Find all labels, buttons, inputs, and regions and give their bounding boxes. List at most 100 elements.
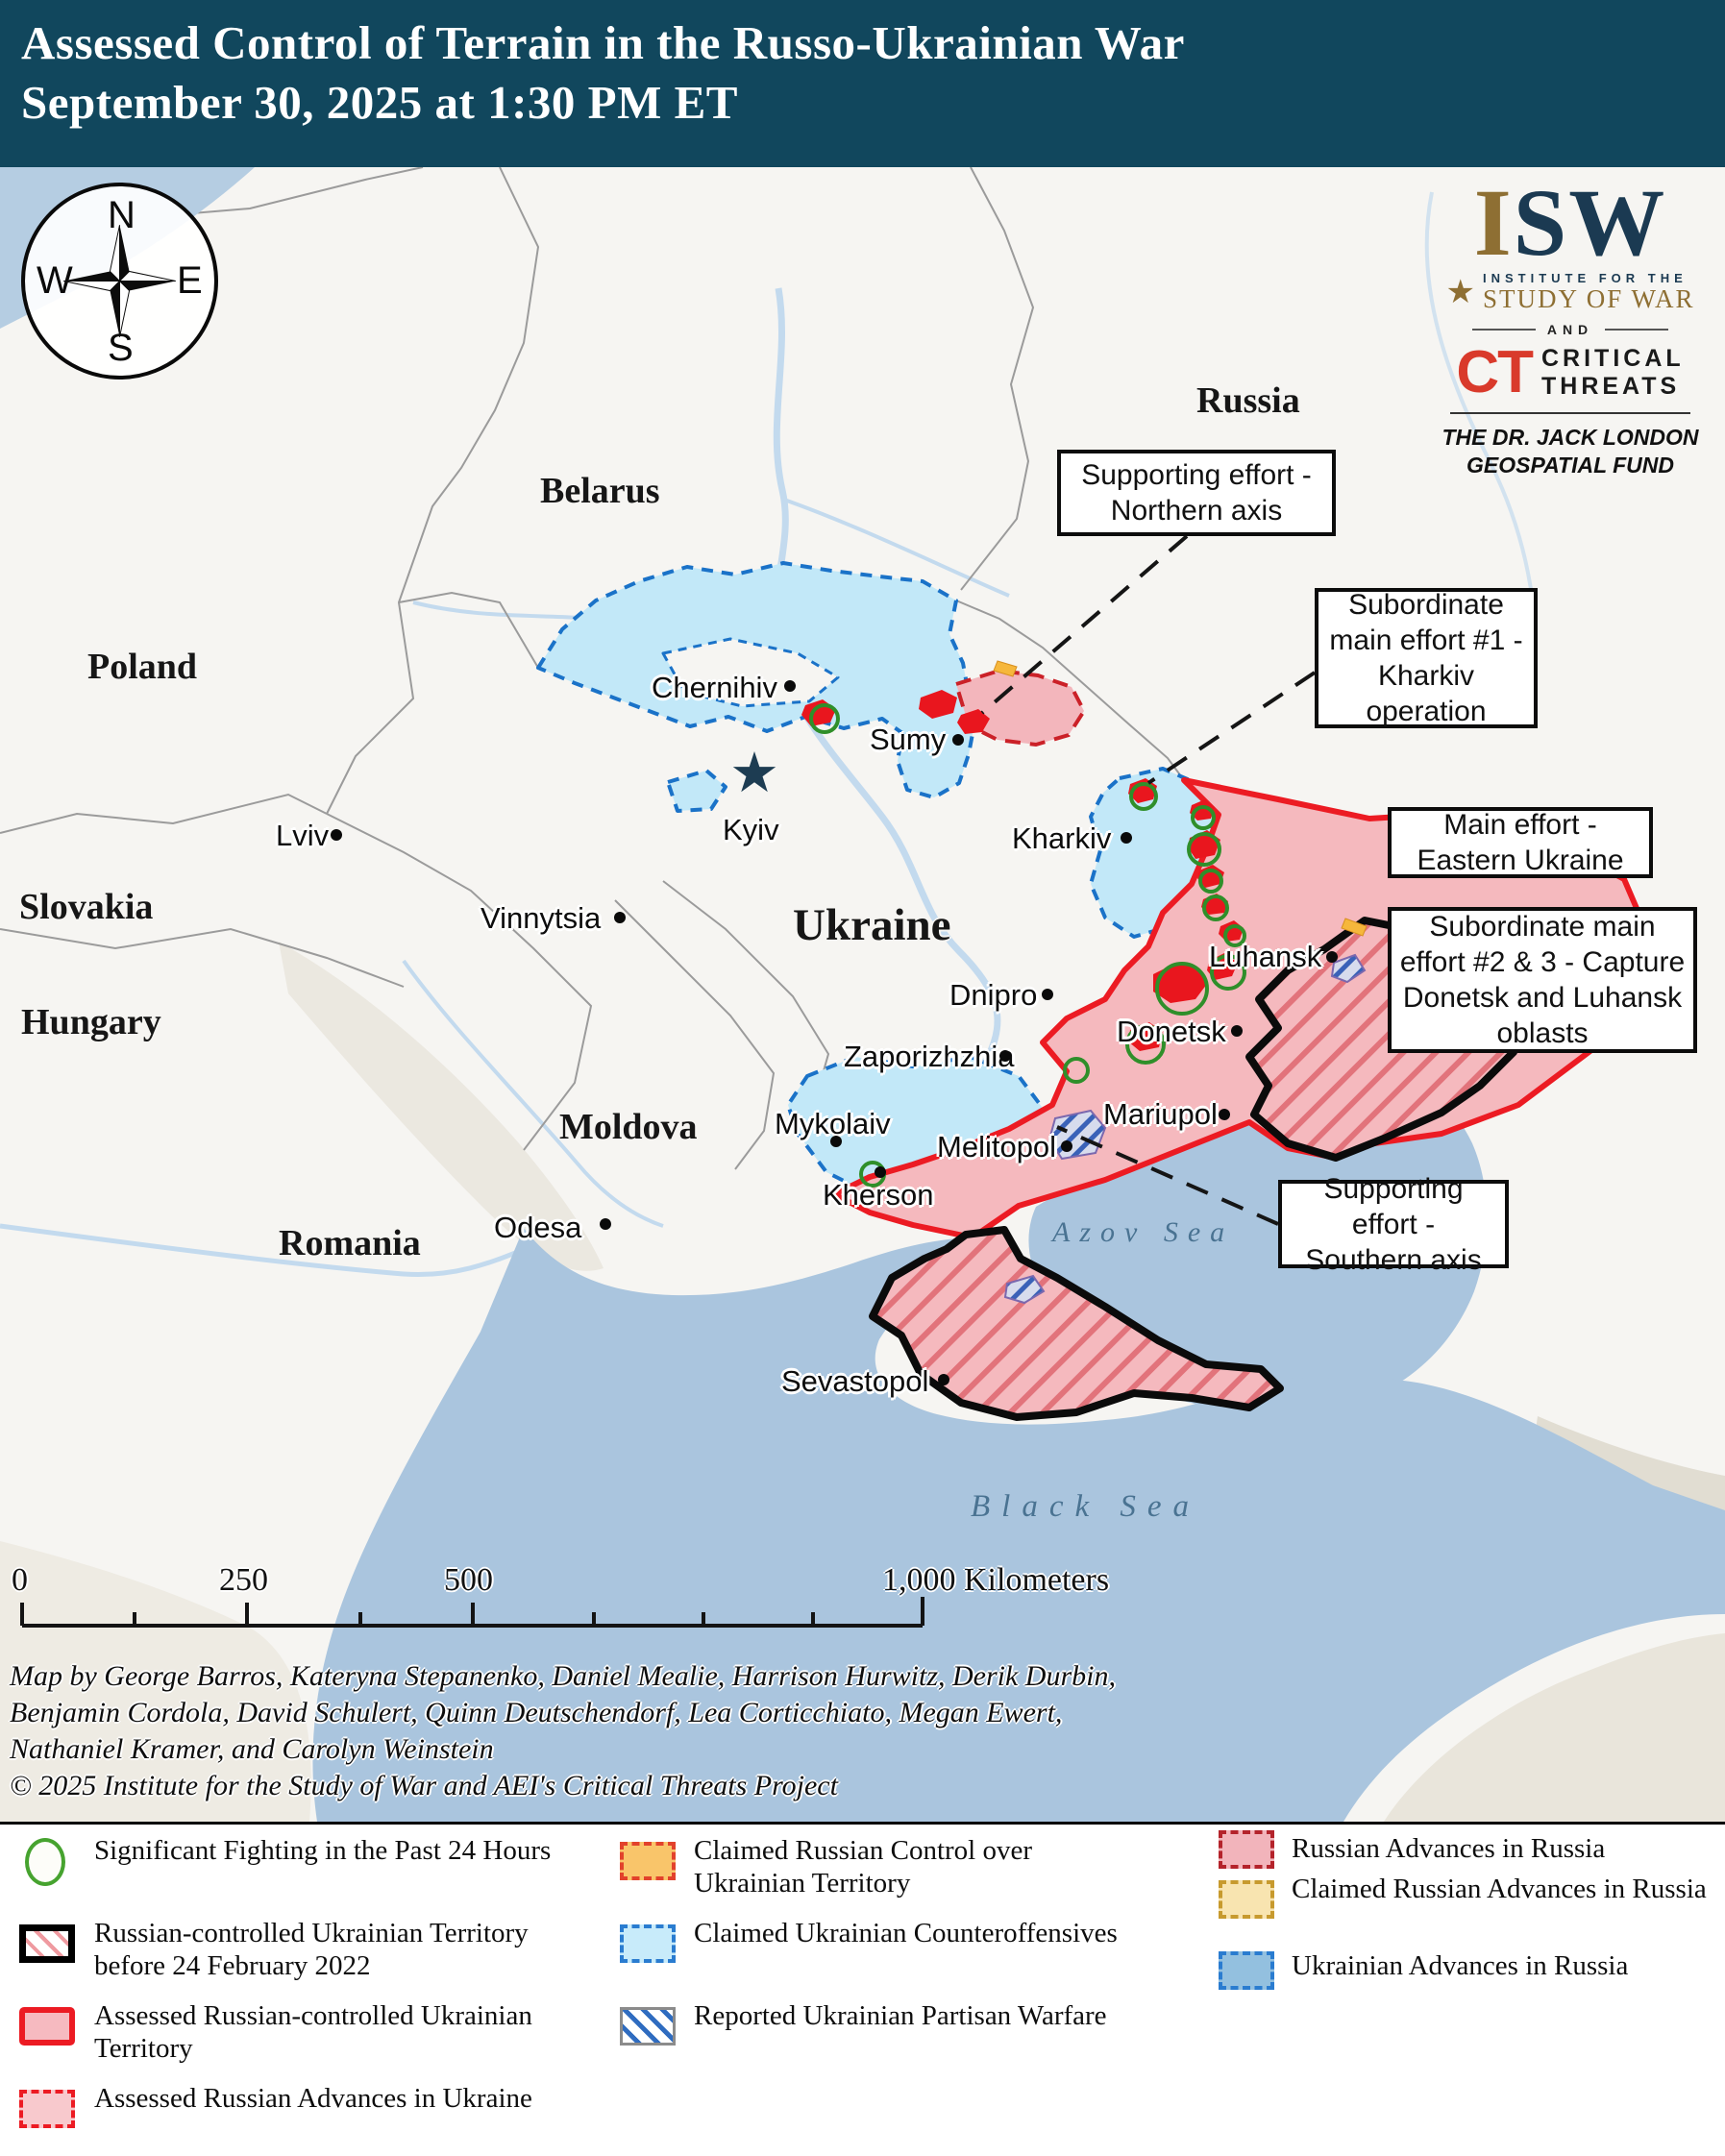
isw-ct-logo: ISW ★ INSTITUTE FOR THE STUDY OF WAR AND… — [1420, 175, 1720, 479]
compass-east-label: E — [177, 259, 203, 302]
black-sea — [312, 1228, 1725, 1822]
city-dot-sumy — [952, 734, 964, 746]
legend-label-pre-2022-territory: Russian-controlled Ukrainian Territory b… — [94, 1918, 529, 1981]
black-sea-label: Black Sea — [971, 1489, 1201, 1524]
city-label-sevastopol: Sevastopol — [781, 1364, 929, 1398]
city-dot-lviv — [331, 829, 342, 841]
compass-star-icon — [63, 225, 176, 337]
city-dot-kherson — [875, 1166, 886, 1178]
legend-swatch-assessed-russian-controlled — [19, 2007, 75, 2046]
legend-swatch-claimed-russian-advances-russia — [1219, 1880, 1274, 1919]
leader-kharkiv-operation — [1146, 671, 1317, 785]
legend-label-ukrainian-advances-russia: Ukrainian Advances in Russia — [1292, 1950, 1629, 1981]
legend-label-significant-fighting: Significant Fighting in the Past 24 Hour… — [94, 1835, 552, 1866]
city-label-kyiv: Kyiv — [723, 813, 779, 846]
map-title: Assessed Control of Terrain in the Russo… — [21, 16, 1185, 69]
country-label-slovakia: Slovakia — [19, 887, 154, 927]
and-line-left — [1471, 329, 1536, 331]
isw-study-of-war-label: STUDY OF WAR — [1482, 284, 1695, 313]
city-label-dnipro: Dnipro — [949, 978, 1038, 1012]
city-dot-dnipro — [1042, 989, 1053, 1000]
fund-line1: THE DR. JACK LONDON — [1442, 425, 1699, 450]
city-dot-luhansk — [1326, 951, 1338, 963]
isw-logo-i: I — [1473, 169, 1514, 276]
and-divider: AND — [1420, 322, 1720, 337]
azov-sea-label: Azov Sea — [1052, 1216, 1235, 1248]
map-artwork — [0, 167, 1725, 1822]
scale-tick-250: 250 — [219, 1562, 268, 1598]
isw-logo-text: ISW — [1420, 175, 1720, 271]
partisan-warfare-marks — [1003, 953, 1367, 1305]
isw-subtitle-row: ★ INSTITUTE FOR THE STUDY OF WAR — [1420, 271, 1720, 312]
map-canvas: N E S W ISW ★ INSTITUTE FOR THE STUDY OF… — [0, 167, 1725, 1822]
city-dot-sevastopol — [938, 1374, 949, 1385]
city-dot-melitopol — [1061, 1140, 1072, 1152]
city-label-lviv: Lviv — [276, 819, 330, 852]
isw-logo-sw: SW — [1513, 169, 1667, 276]
legend-swatch-claimed-ukrainian-counteroffensives — [620, 1924, 676, 1963]
desna-river — [783, 498, 1010, 598]
legend-label-russian-advances-russia: Russian Advances in Russia — [1292, 1833, 1606, 1864]
legend-swatch-partisan-warfare — [620, 2007, 676, 2046]
city-dot-zaporizhzhia — [999, 1050, 1011, 1062]
carpathian-mountains — [279, 942, 604, 1271]
city-label-vinnytsia: Vinnytsia — [481, 901, 602, 935]
legend-swatch-russian-advances-ukraine — [19, 2090, 75, 2128]
city-label-luhansk: Luhansk — [1209, 940, 1322, 973]
ct-monogram: CT — [1456, 339, 1534, 405]
legend-label-russian-advances-ukraine: Assessed Russian Advances in Ukraine — [94, 2083, 532, 2114]
callout-leader-lines — [980, 534, 1317, 1226]
isw-star-icon: ★ — [1445, 273, 1475, 310]
leader-northern-axis — [980, 534, 1189, 715]
legend-swatch-significant-fighting — [25, 1838, 65, 1886]
city-dot-kharkiv — [1121, 832, 1132, 844]
city-label-melitopol: Melitopol — [937, 1130, 1057, 1164]
scale-bar — [20, 1597, 924, 1628]
credits-line2: Benjamin Cordola, David Schulert, Quinn … — [10, 1697, 1063, 1728]
city-dot-vinnytsia — [614, 912, 626, 923]
kyiv-capital-star-icon: ★ — [729, 742, 779, 804]
city-label-odesa: Odesa — [494, 1211, 582, 1244]
and-label: AND — [1546, 322, 1594, 337]
scale-tick-500: 500 — [444, 1562, 493, 1598]
callout-northern-axis: Supporting effort - Northern axis — [1057, 450, 1336, 536]
danube-river — [0, 1223, 535, 1278]
legend-label-claimed-russian-control: Claimed Russian Control over Ukrainian T… — [694, 1835, 1032, 1899]
city-dot-donetsk — [1231, 1025, 1243, 1037]
legend-label-partisan-warfare: Reported Ukrainian Partisan Warfare — [694, 2000, 1107, 2031]
city-label-chernihiv: Chernihiv — [652, 671, 777, 704]
country-label-russia: Russia — [1196, 380, 1300, 421]
caucasus-mountains — [1534, 1416, 1725, 1512]
city-label-mykolaiv: Mykolaiv — [775, 1107, 891, 1140]
city-label-zaporizhzhia: Zaporizhzhia — [844, 1040, 1015, 1073]
anatolia-caucasus-land — [1384, 1633, 1725, 1822]
legend-label-claimed-russian-advances-russia: Claimed Russian Advances in Russia — [1292, 1874, 1707, 1904]
map-legend: Significant Fighting in the Past 24 Hour… — [0, 1822, 1725, 2156]
city-label-kharkiv: Kharkiv — [1012, 821, 1112, 855]
city-dot-chernihiv — [784, 680, 796, 692]
country-label-hungary: Hungary — [21, 1002, 161, 1042]
country-label-poland: Poland — [87, 647, 198, 687]
critical-threats-logo: CT CRITICAL THREATS — [1420, 339, 1720, 405]
scale-tick-0: 0 — [12, 1562, 28, 1598]
country-label-belarus: Belarus — [540, 471, 660, 511]
counteroffensive-kyiv-west — [666, 769, 727, 813]
rivers — [0, 191, 1538, 1278]
legend-label-claimed-ukrainian-counteroffensives: Claimed Ukrainian Counteroffensives — [694, 1918, 1118, 1948]
legend-label-assessed-russian-controlled: Assessed Russian-controlled Ukrainian Te… — [94, 2000, 532, 2064]
credits-line3: Nathaniel Kramer, and Carolyn Weinstein — [10, 1733, 494, 1765]
credits-line1: Map by George Barros, Kateryna Stepanenk… — [10, 1660, 1116, 1692]
callout-southern-axis: Supporting effort - Southern axis — [1278, 1173, 1509, 1276]
city-dot-mykolaiv — [830, 1136, 842, 1147]
map-date: September 30, 2025 at 1:30 PM ET — [21, 76, 738, 129]
dniester-river — [402, 959, 664, 1228]
callout-capture-donetsk-luhansk: Subordinate main effort #2 & 3 - Capture… — [1388, 907, 1697, 1053]
logo-divider-line — [1450, 412, 1690, 414]
assessed-russian-controlled — [831, 777, 1648, 1240]
credits-line4: © 2025 Institute for the Study of War an… — [10, 1770, 838, 1801]
country-label-ukraine: Ukraine — [793, 900, 951, 950]
city-label-mariupol: Mariupol — [1103, 1097, 1218, 1131]
leader-southern-axis — [1056, 1125, 1279, 1226]
significant-fighting-circles — [809, 703, 1246, 1188]
